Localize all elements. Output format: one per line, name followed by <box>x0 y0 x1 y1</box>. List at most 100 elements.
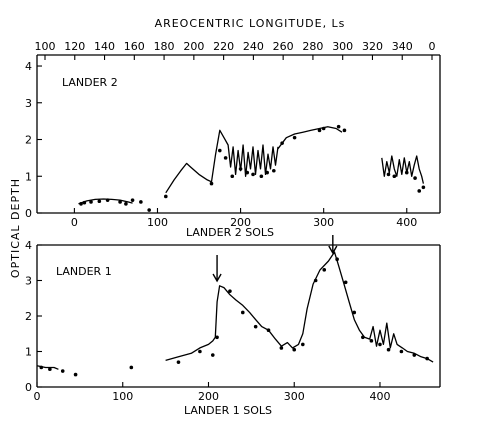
data-point <box>130 198 135 202</box>
data-point <box>209 181 214 186</box>
x-tick-label: 400 <box>369 390 390 403</box>
ls-tick-label: 0 <box>429 40 436 53</box>
data-point <box>404 170 409 175</box>
optical-depth-line <box>381 155 425 184</box>
data-point <box>105 198 110 202</box>
y-tick-label: 3 <box>25 97 32 110</box>
data-point <box>129 365 134 370</box>
lander-2-panel: AREOCENTRIC LONGITUDE, Ls LANDER 2 LANDE… <box>25 17 441 239</box>
data-point <box>352 310 357 315</box>
data-point <box>392 174 397 179</box>
data-point <box>301 342 305 347</box>
data-point <box>266 328 271 333</box>
data-point <box>228 289 232 293</box>
data-point <box>251 172 255 177</box>
y-tick-label: 0 <box>25 207 32 220</box>
data-point <box>417 189 422 193</box>
data-point <box>378 342 382 347</box>
data-point <box>139 200 143 204</box>
data-point <box>322 268 327 272</box>
data-point <box>272 168 276 173</box>
optical-depth-line <box>165 251 434 363</box>
data-point <box>336 124 341 129</box>
ls-tick-label: 280 <box>302 40 323 53</box>
data-point <box>386 347 391 352</box>
data-point <box>89 200 93 204</box>
ls-tick-label: 240 <box>243 40 264 53</box>
y-tick-label: 4 <box>25 60 32 73</box>
ls-tick-label: 220 <box>213 40 234 53</box>
data-point <box>279 346 284 350</box>
data-point <box>413 176 417 180</box>
data-point <box>238 167 243 171</box>
data-point <box>39 365 44 370</box>
data-point <box>97 199 102 204</box>
optical-depth-line <box>277 126 343 150</box>
data-point <box>317 128 322 133</box>
ls-tick-label: 260 <box>273 40 294 53</box>
data-point <box>399 349 404 354</box>
x-tick-label: 300 <box>284 390 305 403</box>
data-point <box>118 200 122 204</box>
ls-tick-label: 120 <box>64 40 85 53</box>
data-point <box>215 335 219 340</box>
ls-tick-label: 320 <box>362 40 383 53</box>
y-tick-label: 0 <box>25 381 32 394</box>
ls-tick-label: 180 <box>154 40 175 53</box>
data-point <box>60 369 65 373</box>
data-point <box>321 126 326 131</box>
data-point <box>73 372 78 377</box>
x-tick-label: 300 <box>313 216 334 229</box>
data-point <box>210 353 215 357</box>
data-point <box>265 170 269 175</box>
x-tick-label: 0 <box>34 390 41 403</box>
x-tick-label: 0 <box>71 216 78 229</box>
data-point <box>292 135 297 140</box>
data-point <box>82 200 87 205</box>
y-tick-label: 1 <box>25 170 32 183</box>
event-arrow <box>212 255 222 283</box>
data-point <box>361 335 365 340</box>
ls-tick-label: 140 <box>94 40 115 53</box>
ls-tick-label: 160 <box>124 40 145 53</box>
data-point <box>259 174 264 179</box>
data-point <box>369 339 374 343</box>
y-tick-label: 2 <box>25 310 32 323</box>
data-point <box>253 324 258 329</box>
lander-1-panel: LANDER 1 LANDER 1 SOLS 0 100 200 300 400 0 1 2… <box>25 235 441 417</box>
y-axis-label: OPTICAL DEPTH <box>9 178 22 278</box>
y-tick-label: 1 <box>25 346 32 359</box>
data-point <box>79 202 83 206</box>
x-tick-label: 200 <box>198 390 219 403</box>
lander-1-label: LANDER 1 <box>56 265 112 278</box>
y-tick-label: 3 <box>25 275 32 288</box>
data-point <box>48 367 52 372</box>
data-point <box>425 356 429 361</box>
event-arrow <box>328 235 338 255</box>
y-tick-label: 4 <box>25 239 32 252</box>
data-point <box>280 141 284 145</box>
x-tick-label: 400 <box>396 216 417 229</box>
data-point <box>313 278 318 283</box>
optical-depth-line <box>165 129 279 194</box>
data-point <box>245 170 250 175</box>
data-point <box>335 257 339 262</box>
data-point <box>292 347 297 352</box>
data-point <box>386 172 391 177</box>
data-point <box>163 194 168 199</box>
data-point <box>147 208 151 212</box>
top-axis-title: AREOCENTRIC LONGITUDE, Ls <box>155 17 346 30</box>
ls-tick-label: 340 <box>392 40 413 53</box>
data-point <box>230 174 235 179</box>
lander-2-label: LANDER 2 <box>62 76 118 89</box>
data-point <box>223 156 228 160</box>
data-point <box>421 185 426 190</box>
ls-tick-label: 200 <box>183 40 204 53</box>
ls-tick-label: 300 <box>332 40 353 53</box>
x-tick-label: 200 <box>230 216 251 229</box>
data-point <box>198 349 202 354</box>
y-tick-label: 2 <box>25 134 32 147</box>
x-tick-label: 100 <box>112 390 133 403</box>
data-point <box>218 148 222 153</box>
